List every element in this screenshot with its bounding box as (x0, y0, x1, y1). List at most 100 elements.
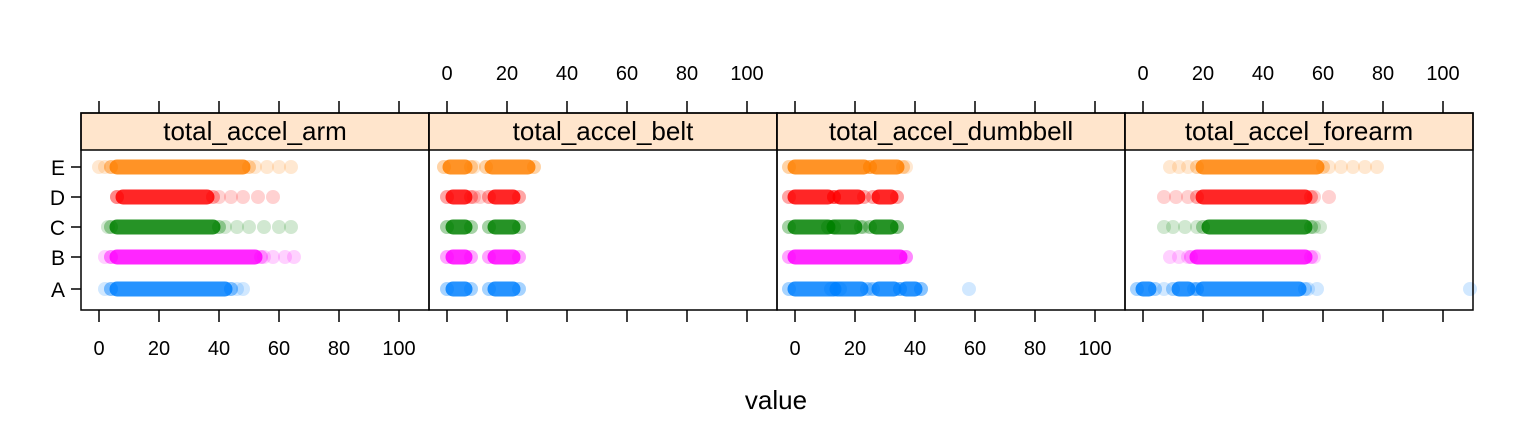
data-point-E (896, 160, 910, 174)
data-point-E (1172, 160, 1186, 174)
data-point-A (224, 282, 238, 296)
data-point-B (104, 250, 118, 264)
data-point-A (104, 282, 118, 296)
data-point-A (1463, 282, 1477, 296)
data-point-B (278, 250, 292, 264)
data-point-C (512, 220, 526, 234)
data-point-C (242, 220, 256, 234)
strip-label: total_accel_dumbbell (829, 116, 1073, 146)
data-point-D (1169, 190, 1183, 204)
data-point-A (464, 282, 478, 296)
data-point-C (857, 220, 871, 234)
x-tick-label-top: 40 (1252, 63, 1274, 85)
y-category-label: C (50, 217, 65, 240)
data-point-D (1181, 190, 1195, 204)
x-tick-label-top: 60 (616, 63, 638, 85)
data-point-C (890, 220, 904, 234)
data-point-E (248, 160, 262, 174)
data-point-D (1322, 190, 1336, 204)
data-point-A (824, 282, 838, 296)
data-point-B (104, 250, 118, 264)
x-tick-label-bottom: 100 (382, 338, 415, 360)
data-point-A (1187, 282, 1201, 296)
panel-frame (1124, 112, 1474, 311)
data-point-C (1178, 220, 1192, 234)
data-point-A (962, 282, 976, 296)
data-point-D (224, 190, 238, 204)
data-point-C (104, 220, 118, 234)
data-point-B (899, 250, 913, 264)
data-point-B (257, 250, 271, 264)
data-point-E (1334, 160, 1348, 174)
data-point-C (854, 220, 868, 234)
data-point-D (467, 190, 481, 204)
x-tick-label-top: 60 (1312, 63, 1334, 85)
data-point-A (863, 282, 877, 296)
data-point-D (473, 190, 487, 204)
data-point-C (212, 220, 226, 234)
x-tick-label-bottom: 20 (844, 338, 866, 360)
data-point-C (1313, 220, 1327, 234)
data-point-E (1316, 160, 1330, 174)
x-tick-label-bottom: 40 (904, 338, 926, 360)
panel-data (782, 159, 976, 297)
data-point-B (1163, 250, 1177, 264)
data-point-A (230, 282, 244, 296)
data-point-A (866, 282, 880, 296)
data-point-B (1172, 250, 1186, 264)
data-point-A (440, 282, 454, 296)
data-point-E (863, 160, 877, 174)
strip-label: total_accel_forearm (1185, 116, 1413, 146)
data-point-C (1196, 220, 1210, 234)
data-point-E (98, 160, 112, 174)
x-tick-label-bottom: 60 (964, 338, 986, 360)
data-point-D (857, 190, 871, 204)
data-point-B (482, 250, 496, 264)
y-category-label: E (51, 157, 65, 180)
data-point-D (236, 190, 250, 204)
data-point-B (287, 250, 301, 264)
data-point-D (110, 190, 124, 204)
strip-label: total_accel_belt (513, 116, 694, 146)
data-point-C (101, 220, 115, 234)
data-point-D (482, 190, 496, 204)
data-point-A (914, 282, 928, 296)
data-point-C (1190, 220, 1204, 234)
y-category-label: B (51, 247, 65, 270)
data-point-D (464, 190, 478, 204)
x-tick-label-bottom: 0 (93, 338, 104, 360)
data-point-A (1148, 282, 1162, 296)
data-point-D (1307, 190, 1321, 204)
x-tick-label-top: 100 (1426, 63, 1459, 85)
data-point-A (224, 282, 238, 296)
y-category-label: A (51, 279, 65, 302)
data-point-B (1307, 250, 1321, 264)
panel-data (437, 159, 541, 297)
data-point-B (254, 250, 268, 264)
data-point-C (272, 220, 286, 234)
data-point-D (251, 190, 265, 204)
data-point-A (104, 282, 118, 296)
data-point-C (218, 220, 232, 234)
data-point-C (1157, 220, 1171, 234)
data-point-A (1301, 282, 1315, 296)
data-point-E (1346, 160, 1360, 174)
strip-background (80, 112, 430, 151)
x-tick-label-bottom: 0 (789, 338, 800, 360)
data-point-D (512, 190, 526, 204)
data-point-D (1190, 190, 1204, 204)
x-tick-label-bottom: 40 (208, 338, 230, 360)
x-tick-label-top: 20 (496, 63, 518, 85)
data-point-A (1298, 282, 1312, 296)
data-point-B (98, 250, 112, 264)
x-tick-label-top: 40 (556, 63, 578, 85)
data-point-B (782, 250, 796, 264)
data-point-C (464, 220, 478, 234)
data-point-D (1304, 190, 1318, 204)
data-point-B (1184, 250, 1198, 264)
data-point-B (266, 250, 280, 264)
panel-total_accel_forearm: total_accel_forearm 0 20 40 60 80 100 (1124, 63, 1477, 322)
x-tick-label-bottom: 80 (1024, 338, 1046, 360)
strip-label: total_accel_arm (163, 116, 347, 146)
